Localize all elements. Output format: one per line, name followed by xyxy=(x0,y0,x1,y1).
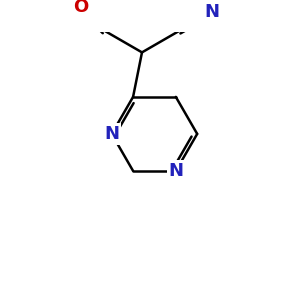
Text: N: N xyxy=(104,125,119,143)
Text: N: N xyxy=(204,3,219,21)
Text: O: O xyxy=(74,0,89,16)
Text: N: N xyxy=(168,162,183,180)
